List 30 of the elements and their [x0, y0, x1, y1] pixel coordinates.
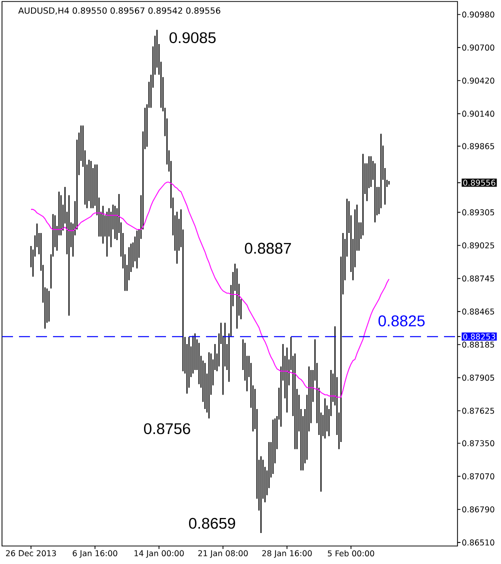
y-tick-label: 0.89025	[462, 242, 494, 248]
text: AUDUSD,H4 0.89550 0.89567 0.89542 0.89556	[18, 7, 220, 15]
ref-line-label: 0.8825	[378, 315, 425, 326]
y-tick-label: 0.86790	[462, 506, 494, 512]
y-tick-label: 0.87070	[462, 473, 494, 480]
y-tick-label: 0.89305	[462, 209, 494, 216]
y-tick-label: 0.90420	[462, 78, 494, 84]
y-tick-label: 0.90700	[462, 44, 494, 51]
annotation: 0.8756	[144, 423, 190, 434]
y-tick-label: 0.87905	[462, 374, 494, 381]
y-tick-label: 0.88465	[462, 308, 494, 315]
y-tick-label: 0.87625	[462, 408, 494, 414]
annotation: 0.9085	[170, 32, 216, 44]
y-tick-label: 0.90980	[462, 11, 494, 18]
annotation: 0.8659	[189, 518, 236, 529]
x-tick-label: 28 Jan 16:00	[262, 550, 312, 558]
x-tick-label: 21 Jan 08:00	[198, 550, 248, 558]
x-tick-label: 5 Feb 00:00	[328, 550, 374, 556]
y-tick-label: 0.88253	[463, 334, 496, 340]
y-tick-label: 0.87350	[462, 440, 494, 446]
x-tick-label: 14 Jan 00:00	[134, 550, 184, 558]
y-tick-label: 0.88745	[462, 275, 494, 282]
y-tick-label: 0.90140	[462, 110, 494, 117]
y-tick-label: 0.89556	[463, 180, 496, 186]
y-tick-label: 0.88185	[462, 342, 494, 348]
annotation: 0.8887	[244, 242, 291, 254]
x-tick-label: 26 Dec 2013	[6, 550, 56, 556]
y-tick-label: 0.86510	[462, 539, 494, 546]
x-tick-label: 6 Jan 16:00	[72, 550, 118, 558]
y-tick-label: 0.89865	[462, 143, 494, 150]
